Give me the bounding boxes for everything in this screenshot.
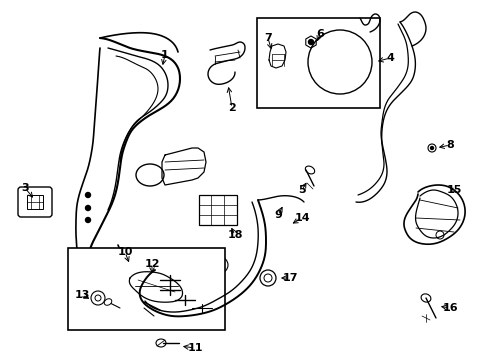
Text: 8: 8 xyxy=(445,140,453,150)
Circle shape xyxy=(429,147,433,149)
Circle shape xyxy=(85,206,90,211)
Text: 6: 6 xyxy=(315,29,323,39)
Text: 16: 16 xyxy=(441,303,457,313)
Circle shape xyxy=(85,193,90,198)
Circle shape xyxy=(308,40,313,45)
Text: 18: 18 xyxy=(227,230,242,240)
Bar xyxy=(199,195,237,225)
Bar xyxy=(68,248,224,330)
FancyBboxPatch shape xyxy=(18,187,52,217)
Bar xyxy=(257,18,379,108)
Text: 14: 14 xyxy=(294,213,309,223)
Bar xyxy=(27,195,43,209)
Text: 15: 15 xyxy=(446,185,461,195)
Ellipse shape xyxy=(420,294,430,302)
Circle shape xyxy=(85,217,90,222)
Ellipse shape xyxy=(104,299,112,305)
Text: 9: 9 xyxy=(273,210,282,220)
Text: 11: 11 xyxy=(187,343,203,353)
Text: 3: 3 xyxy=(21,183,29,193)
Text: 12: 12 xyxy=(144,259,160,269)
Ellipse shape xyxy=(305,166,314,174)
Text: 7: 7 xyxy=(264,33,271,43)
Text: 2: 2 xyxy=(228,103,235,113)
Text: 10: 10 xyxy=(117,247,132,257)
Text: 1: 1 xyxy=(161,50,168,60)
Ellipse shape xyxy=(156,339,165,347)
Text: 5: 5 xyxy=(298,185,305,195)
Text: 13: 13 xyxy=(74,290,89,300)
Text: 17: 17 xyxy=(282,273,297,283)
Text: 4: 4 xyxy=(385,53,393,63)
